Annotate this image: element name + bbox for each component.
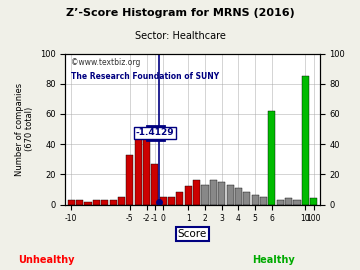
- Text: Healthy: Healthy: [252, 255, 295, 265]
- Bar: [85, 201, 91, 204]
- Bar: [302, 76, 309, 204]
- Text: Sector: Healthcare: Sector: Healthcare: [135, 31, 225, 41]
- Bar: [126, 155, 133, 204]
- Bar: [193, 180, 200, 204]
- Bar: [185, 186, 192, 204]
- Y-axis label: Number of companies
(670 total): Number of companies (670 total): [15, 83, 35, 176]
- Bar: [252, 195, 259, 204]
- Bar: [93, 200, 100, 204]
- Bar: [210, 180, 217, 204]
- Bar: [101, 200, 108, 204]
- Bar: [235, 188, 242, 204]
- Bar: [68, 200, 75, 204]
- Bar: [310, 198, 317, 204]
- Bar: [160, 197, 167, 204]
- Bar: [118, 197, 125, 204]
- Text: Z’-Score Histogram for MRNS (2016): Z’-Score Histogram for MRNS (2016): [66, 8, 294, 18]
- Bar: [168, 197, 175, 204]
- Bar: [202, 185, 208, 204]
- Bar: [135, 138, 142, 204]
- Bar: [268, 111, 275, 204]
- Bar: [277, 200, 284, 204]
- Text: ©www.textbiz.org: ©www.textbiz.org: [71, 58, 140, 67]
- Bar: [176, 193, 184, 204]
- Bar: [151, 164, 158, 204]
- Text: The Research Foundation of SUNY: The Research Foundation of SUNY: [71, 72, 219, 81]
- Text: Unhealthy: Unhealthy: [19, 255, 75, 265]
- Bar: [260, 197, 267, 204]
- Bar: [226, 185, 234, 204]
- Bar: [293, 200, 301, 204]
- Bar: [218, 182, 225, 204]
- Bar: [76, 200, 83, 204]
- Text: -1.4129: -1.4129: [136, 128, 174, 137]
- Bar: [143, 138, 150, 204]
- Bar: [109, 200, 117, 204]
- Bar: [285, 198, 292, 204]
- X-axis label: Score: Score: [178, 229, 207, 239]
- Bar: [243, 193, 250, 204]
